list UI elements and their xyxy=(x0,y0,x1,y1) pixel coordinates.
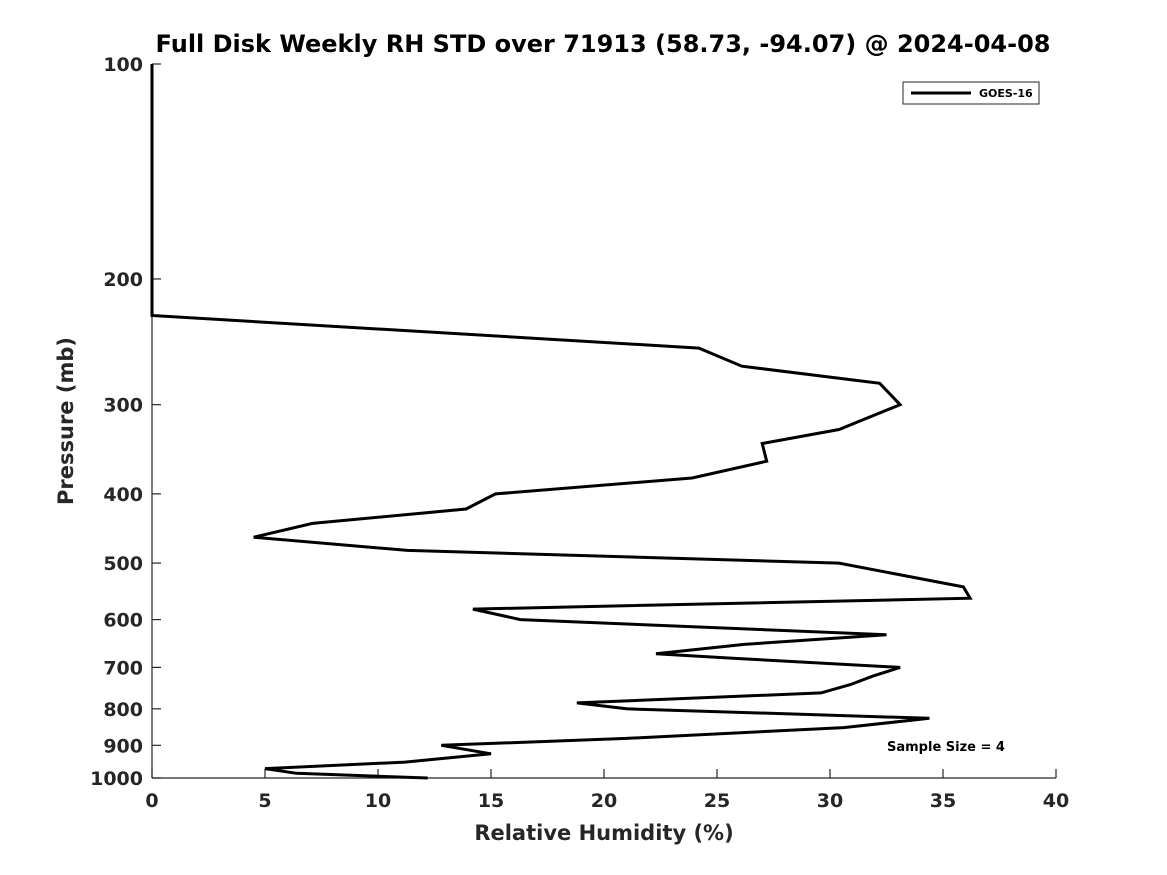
x-tick-label: 25 xyxy=(704,790,730,812)
y-tick-label: 400 xyxy=(103,484,143,506)
x-tick-label: 10 xyxy=(365,790,391,812)
legend: GOES-16 xyxy=(902,81,1040,105)
y-tick-label: 1000 xyxy=(90,768,143,790)
y-tick-label: 800 xyxy=(103,699,143,721)
x-tick-label: 15 xyxy=(478,790,504,812)
y-axis-label: Pressure (mb) xyxy=(54,337,78,505)
y-tick-label: 300 xyxy=(103,395,143,417)
y-tick-label: 600 xyxy=(103,610,143,632)
y-axis-ticks: 100 200 300 400 500 600 700 800 900 1000 xyxy=(90,54,161,790)
sample-size-annotation: Sample Size = 4 xyxy=(887,740,1005,755)
y-tick-label: 700 xyxy=(103,657,143,679)
x-tick-label: 35 xyxy=(930,790,956,812)
y-tick-label: 100 xyxy=(103,54,143,76)
series-layer xyxy=(150,64,973,780)
y-tick-label: 900 xyxy=(103,735,143,757)
plot-area: 0 5 10 15 20 25 30 35 40 100 200 300 400 500 600 700 80… xyxy=(90,54,1069,812)
legend-label: GOES-16 xyxy=(979,87,1033,100)
x-tick-label: 5 xyxy=(258,790,271,812)
x-tick-label: 40 xyxy=(1043,790,1069,812)
y-tick-label: 500 xyxy=(103,553,143,575)
x-tick-label: 30 xyxy=(817,790,843,812)
x-axis-label: Relative Humidity (%) xyxy=(474,821,733,845)
x-axis-ticks: 0 5 10 15 20 25 30 35 40 xyxy=(145,769,1069,812)
x-tick-label: 20 xyxy=(591,790,617,812)
y-tick-label: 200 xyxy=(103,269,143,291)
series-line-goes-16 xyxy=(150,64,973,780)
x-tick-label: 0 xyxy=(145,790,158,812)
chart-title: Full Disk Weekly RH STD over 71913 (58.7… xyxy=(156,30,1051,58)
